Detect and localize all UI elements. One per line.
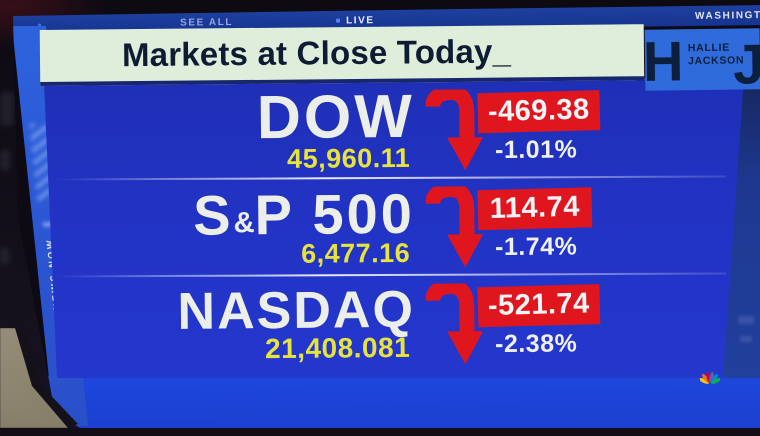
see-all-label: SEE ALL: [179, 16, 234, 29]
down-arrow-icon: [425, 283, 484, 365]
page-title: Markets at Close Today_: [121, 32, 512, 74]
change-percent: -2.38%: [494, 329, 578, 359]
down-arrow-icon: [425, 89, 484, 171]
background-blur-smudge: [0, 150, 10, 170]
live-label: LIVE: [345, 15, 375, 27]
change-percent: -1.74%: [494, 232, 578, 262]
bottom-band: [13, 372, 760, 428]
location-label: WASHINGTON: [694, 9, 760, 22]
market-row-dow: DOW 45,960.11 -469.38 -1.01%: [44, 80, 744, 182]
background-blur-smudge: [740, 336, 752, 342]
live-indicator: LIVE: [336, 15, 375, 27]
markets-panel: DOW 45,960.11 -469.38 -1.01% S&P 500 6,4…: [44, 78, 744, 378]
change-badge: 114.74: [477, 187, 593, 231]
market-row-nasdaq: NASDAQ 21,408.081 -521.74 -2.38%: [44, 274, 744, 376]
index-close-value: 45,960.11: [286, 142, 411, 174]
market-row-sp500: S&P 500 6,477.16 114.74 -1.74%: [44, 177, 744, 279]
down-arrow-icon: [425, 186, 484, 268]
header-band: Markets at Close Today_: [39, 24, 645, 86]
change-percent: -1.01%: [494, 135, 578, 165]
background-blur-smudge: [0, 248, 9, 264]
logo-letter-h: H: [642, 29, 684, 93]
index-name: NASDAQ: [177, 280, 416, 341]
index-close-value: 21,408.081: [264, 332, 411, 365]
index-name: S&P 500: [192, 182, 416, 248]
index-name-value: NASDAQ 21,408.081: [44, 277, 416, 376]
show-logo-block: H HALLIE JACKSON J: [642, 28, 760, 96]
index-name: DOW: [256, 81, 416, 152]
index-name-value: S&P 500 6,477.16: [44, 180, 416, 279]
logo-letter-j: J: [732, 32, 760, 96]
change-badge: -521.74: [477, 284, 601, 328]
background-blur-smudge: [0, 92, 14, 126]
nbc-peacock-icon: [700, 371, 720, 384]
live-dot-icon: [336, 18, 341, 23]
background-blur-smudge: [738, 316, 754, 324]
index-name-value: DOW 45,960.11: [44, 81, 416, 182]
index-close-value: 6,477.16: [300, 237, 411, 269]
change-badge: -469.38: [477, 90, 601, 134]
